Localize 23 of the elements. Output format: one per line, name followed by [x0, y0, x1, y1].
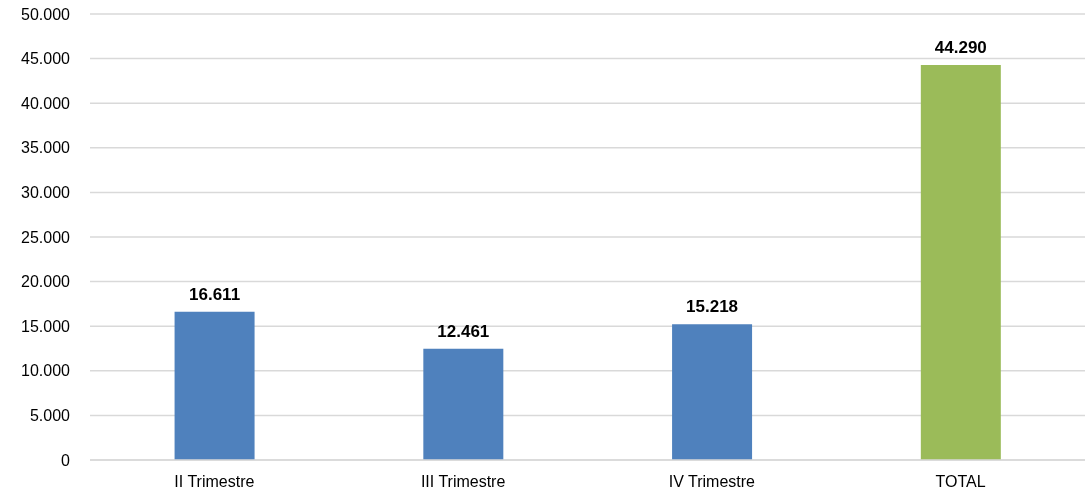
x-tick-label: III Trimestre	[420, 473, 506, 491]
data-label: 12.461	[437, 321, 490, 341]
data-label: 16.611	[189, 284, 241, 304]
y-tick-label: 30.000	[21, 184, 71, 202]
y-tick-label: 50.000	[21, 5, 71, 23]
x-tick-label: TOTAL	[935, 473, 986, 491]
y-tick-label: 35.000	[21, 139, 71, 157]
y-tick-label: 0	[61, 451, 71, 469]
y-tick-label: 45.000	[21, 50, 71, 68]
y-tick-label: 10.000	[21, 362, 71, 380]
y-tick-label: 5.000	[29, 407, 71, 425]
y-tick-label: 20.000	[21, 273, 71, 291]
x-tick-label: IV Trimestre	[668, 473, 756, 491]
data-label: 15.218	[686, 297, 739, 317]
bar	[920, 64, 1001, 460]
y-tick-label: 40.000	[21, 94, 71, 112]
bar	[672, 324, 753, 460]
y-tick-label: 15.000	[21, 317, 71, 335]
data-label: 44.290	[934, 37, 987, 57]
y-tick-label: 25.000	[21, 228, 71, 246]
x-tick-label: II Trimestre	[174, 473, 255, 491]
bar	[174, 311, 255, 460]
bar	[423, 348, 504, 460]
